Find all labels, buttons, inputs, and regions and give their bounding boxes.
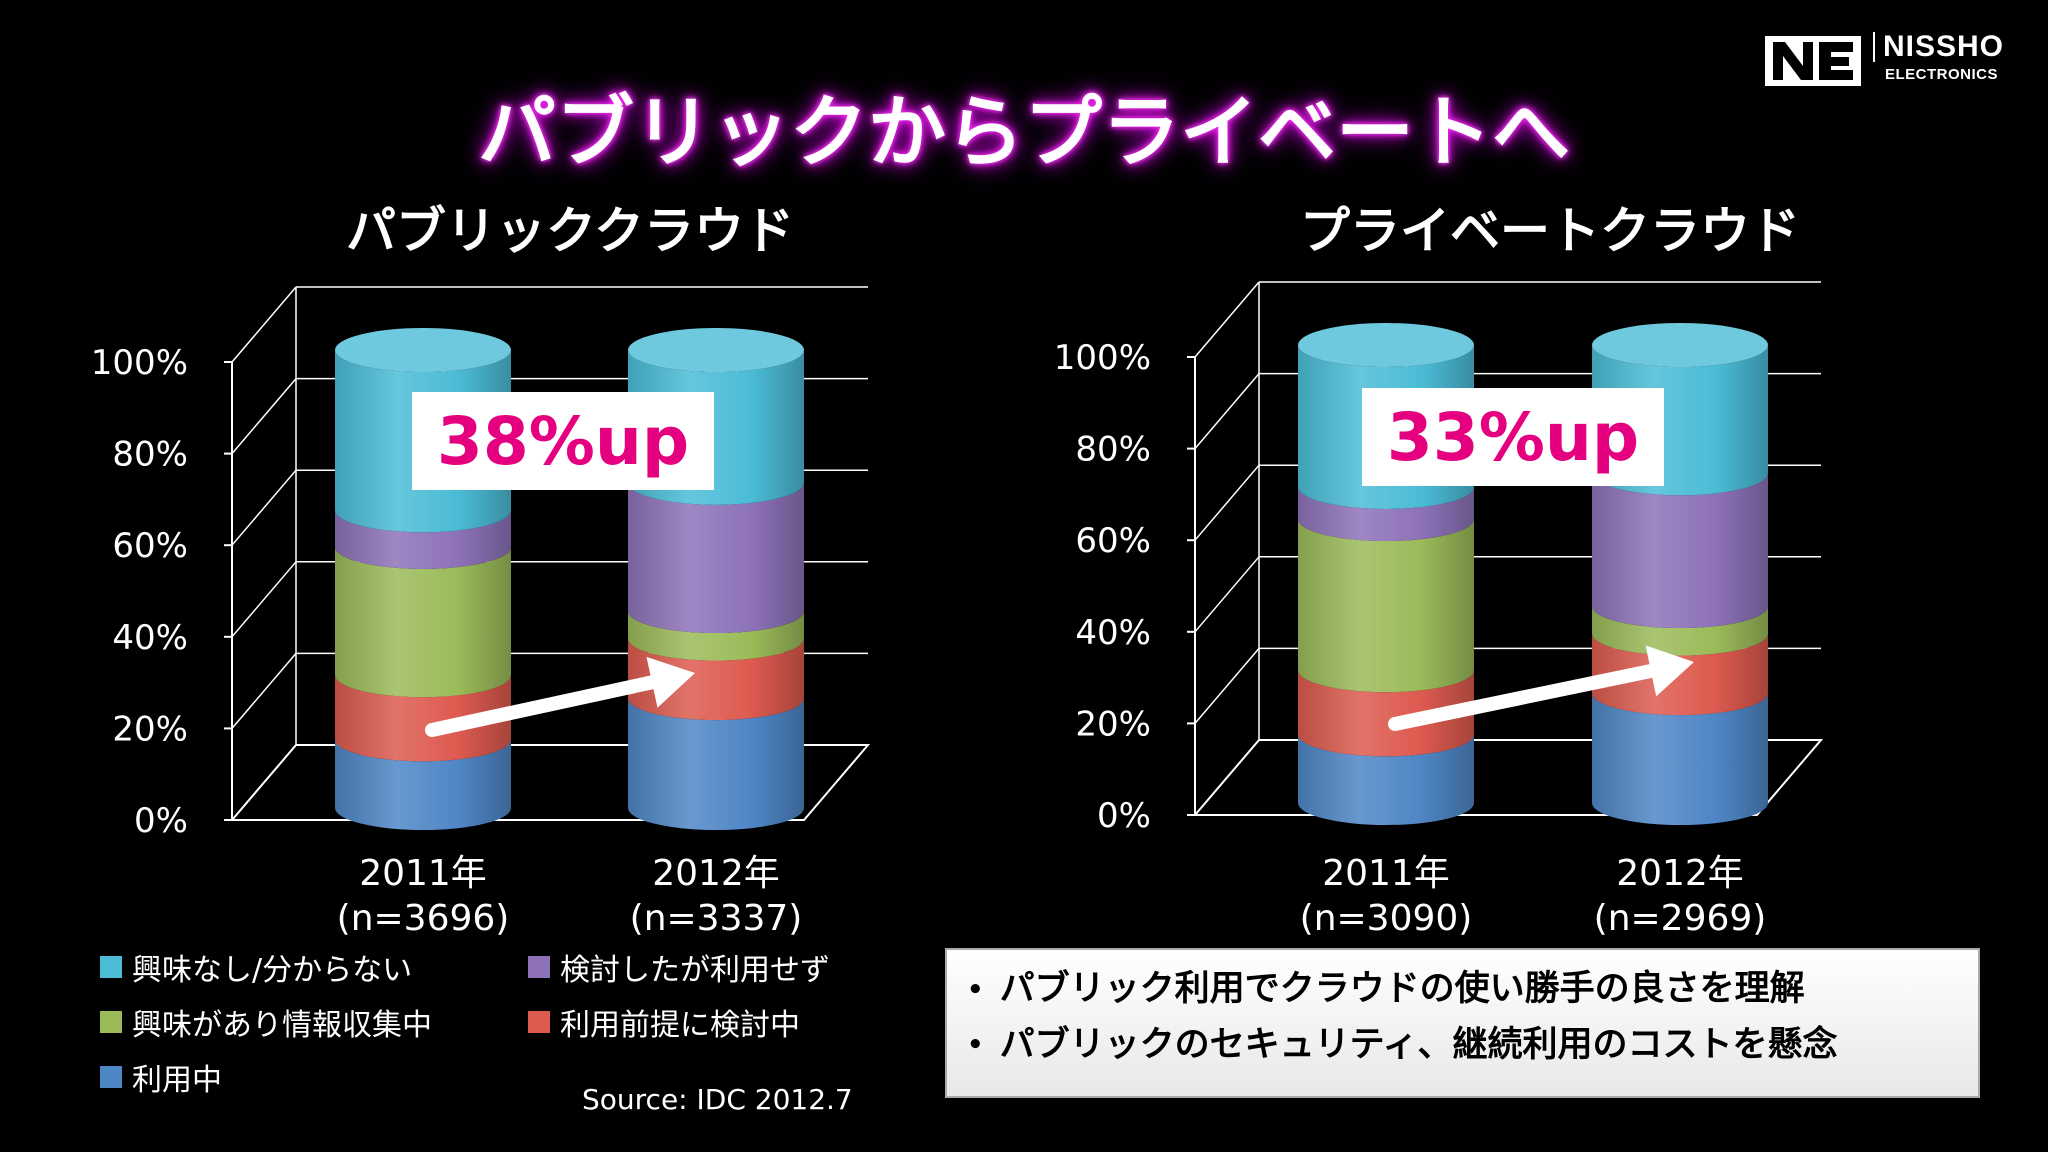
gridline-diagonal [1194, 373, 1260, 450]
source-note: Source: IDC 2012.7 [582, 1083, 853, 1116]
bar-segment-検討したが利用せず [1592, 473, 1769, 629]
annotation-label: 33%up [1387, 399, 1639, 476]
bar-segment-興味があり情報収集中 [1592, 606, 1769, 656]
annotation-box [412, 392, 714, 490]
gridline-diagonal [231, 378, 297, 455]
x-category-label: 2012年 [1616, 853, 1744, 894]
legend-label: 興味があり情報収集中 [132, 1008, 432, 1043]
chart-title: パブリッククラウド [346, 202, 794, 260]
y-tick-label: 0% [1097, 796, 1151, 836]
bullet-icon: • [967, 1030, 984, 1060]
y-tick-label: 20% [112, 709, 188, 749]
legend-label: 利用前提に検討中 [560, 1008, 800, 1043]
y-tick-label: 0% [134, 801, 188, 841]
legend-item-considering-use: 利用前提に検討中 [528, 1000, 800, 1044]
bar-segment-興味があり情報収集中 [335, 546, 511, 698]
x-category-note: (n=2969) [1594, 898, 1767, 939]
annotation-label: 38%up [437, 403, 689, 480]
bar-segment-利用中 [1298, 734, 1474, 825]
x-category-label: 2012年 [652, 853, 780, 894]
y-tick-label: 100% [91, 343, 188, 383]
takeaway-text: パブリック利用でクラウドの使い勝手の良さを理解 [999, 969, 1805, 1009]
bar-segment-興味があり情報収集中 [628, 611, 804, 661]
bar-top-cap [1298, 323, 1474, 367]
bar-segment-利用中 [335, 739, 511, 830]
gridline-diagonal [231, 561, 297, 638]
bar-segment-利用前提に検討中 [335, 675, 511, 762]
trend-arrow-shaft [425, 675, 659, 737]
trend-arrow-shaft [1388, 663, 1658, 731]
page-title: パブリックからプライベートへ [477, 88, 1570, 178]
x-category-note: (n=3696) [337, 898, 510, 939]
bar-segment-利用中 [628, 698, 804, 830]
legend-item-collecting-info: 興味があり情報収集中 [100, 1000, 432, 1044]
bar-segment-利用前提に検討中 [1298, 670, 1474, 757]
bar-segment-利用前提に検討中 [628, 638, 804, 721]
gridline-diagonal [1194, 556, 1260, 633]
legend-item-not-interested: 興味なし/分からない [100, 945, 412, 989]
legend-swatch [100, 1066, 122, 1088]
chart-title: プライベートクラウド [1300, 202, 1800, 260]
gridline-diagonal [231, 744, 297, 821]
legend-swatch [100, 956, 122, 978]
logo-mark-icon [1765, 36, 1861, 86]
gridline-diagonal [231, 469, 297, 546]
gridline-diagonal [1194, 739, 1260, 816]
takeaways-box: • パブリック利用でクラウドの使い勝手の良さを理解 • パブリックのセキュリティ、継… [945, 948, 1980, 1098]
legend-label: 検討したが利用せず [560, 953, 830, 988]
logo-subtitle: ELECTRONICS [1885, 66, 1999, 83]
gridline-diagonal [1194, 464, 1260, 541]
y-tick-label: 60% [112, 526, 188, 566]
bar-segment-検討したが利用せず [335, 510, 511, 569]
bar-segment-興味があり情報収集中 [1298, 519, 1474, 693]
y-tick-label: 20% [1075, 704, 1151, 744]
trend-arrow-head [646, 656, 695, 708]
legend-label: 興味なし/分からない [132, 953, 413, 988]
y-tick-label: 100% [1054, 338, 1151, 378]
gridline-diagonal [1194, 647, 1260, 724]
company-logo: NISSHO ELECTRONICS [1765, 30, 2025, 90]
chart-private-cloud: プライベートクラウド 0% 20% 40% 60% 80% 100% 2011年(n=3090… [1054, 202, 1824, 939]
gridline-diagonal [231, 286, 297, 363]
annotation-box [1362, 388, 1664, 486]
y-tick-label: 40% [1075, 613, 1151, 653]
trend-arrow-head [1645, 645, 1694, 697]
legend-swatch [100, 1011, 122, 1033]
legend-swatch [528, 956, 550, 978]
bar-top-cap [628, 328, 804, 372]
bar-top-cap [335, 328, 511, 372]
legend-swatch [528, 1011, 550, 1033]
gridline-diagonal [1194, 281, 1260, 358]
bar-segment-検討したが利用せず [628, 482, 804, 634]
logo-name: NISSHO [1873, 32, 2004, 62]
bar-segment-検討したが利用せず [1298, 486, 1474, 542]
x-category-note: (n=3090) [1300, 898, 1473, 939]
y-tick-label: 40% [112, 618, 188, 658]
legend-item-considered-not-used: 検討したが利用せず [528, 945, 830, 989]
y-tick-label: 80% [1075, 430, 1151, 470]
takeaway-text: パブリックのセキュリティ、継続利用のコストを懸念 [999, 1024, 1838, 1065]
legend-label: 利用中 [132, 1063, 222, 1098]
y-tick-label: 80% [112, 435, 188, 475]
takeaway-item: • パブリックのセキュリティ、継続利用のコストを懸念 [967, 1018, 1958, 1074]
bullet-icon: • [967, 974, 984, 1005]
legend-item-in-use: 利用中 [100, 1055, 222, 1099]
takeaway-item: • パブリック利用でクラウドの使い勝手の良さを理解 [967, 962, 1958, 1018]
x-category-label: 2011年 [1322, 853, 1450, 894]
x-category-label: 2011年 [359, 853, 487, 894]
bar-segment-利用中 [1592, 693, 1769, 825]
y-tick-label: 60% [1075, 521, 1151, 561]
chart-public-cloud: パブリッククラウド 0% 20% 40% 60% 80% 100% 2011年(n=3696)… [91, 202, 871, 939]
x-category-note: (n=3337) [630, 898, 803, 939]
legend: 興味なし/分からない 検討したが利用せず 興味があり情報収集中 利用前提に検討中… [100, 945, 920, 1115]
gridline-diagonal [231, 652, 297, 729]
bar-top-cap [1592, 323, 1768, 367]
